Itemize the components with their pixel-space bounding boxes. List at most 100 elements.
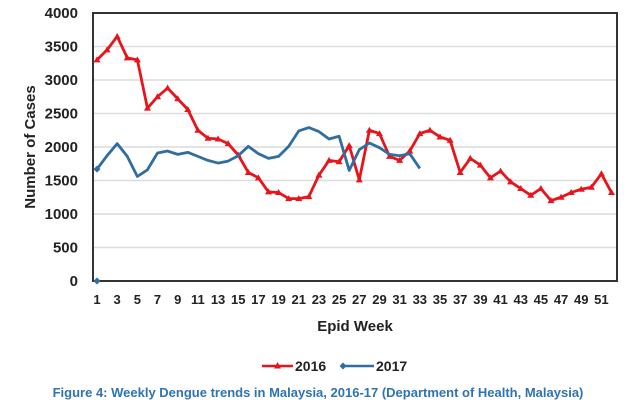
data-point-2016 [567, 189, 575, 196]
x-tick-label: 49 [574, 292, 588, 307]
data-point-2016 [204, 134, 212, 141]
data-point-2016 [375, 130, 383, 137]
data-point-2016 [426, 126, 434, 133]
y-tick-label: 1500 [45, 173, 78, 190]
data-point-2016 [295, 195, 303, 202]
x-tick-label: 37 [453, 292, 467, 307]
x-tick-label: 25 [332, 292, 346, 307]
data-point-2016 [214, 135, 222, 142]
x-tick-label: 19 [271, 292, 285, 307]
data-point-2016 [456, 168, 464, 175]
data-point-2017 [93, 165, 101, 173]
data-point-2016 [537, 185, 545, 192]
legend-label-2016: 2016 [295, 358, 326, 374]
data-point-2016 [103, 46, 111, 53]
y-axis-title: Number of Cases [22, 85, 39, 208]
y-tick-label: 4000 [45, 5, 78, 22]
figure-caption: Figure 4: Weekly Dengue trends in Malays… [52, 385, 584, 400]
data-point-2016 [265, 188, 272, 195]
x-tick-label: 13 [211, 292, 225, 307]
data-point-2016 [305, 193, 313, 200]
data-point-2016 [345, 142, 353, 149]
legend-marker-2017 [339, 362, 347, 370]
data-point-2016 [194, 126, 202, 133]
data-point-2016 [154, 93, 162, 100]
data-point-2016 [355, 176, 363, 183]
y-tick-label: 1000 [45, 206, 78, 223]
x-tick-label: 45 [534, 292, 548, 307]
x-tick-label: 41 [493, 292, 507, 307]
series-layer [93, 32, 615, 285]
data-point-2016 [143, 104, 151, 111]
data-point-2016 [396, 156, 404, 163]
data-point-2016 [587, 183, 595, 190]
data-point-2016 [275, 189, 283, 196]
y-tick-label: 2000 [45, 139, 78, 156]
data-point-2016 [184, 105, 192, 112]
data-point-2016 [254, 174, 262, 181]
series-line-2016 [96, 35, 613, 203]
series-2017 [93, 126, 421, 285]
legend-item-2017: 2017 [339, 358, 407, 374]
data-point-2016 [497, 167, 505, 174]
x-tick-label: 23 [312, 292, 326, 307]
y-axis-ticks: 0 500 1000 1500 2000 2500 3000 3500 4000 [45, 5, 78, 290]
x-tick-label: 7 [154, 292, 161, 307]
y-tick-label: 3500 [45, 39, 78, 56]
data-point-2016 [446, 136, 454, 143]
x-axis-title: Epid Week [317, 318, 393, 335]
data-point-2016 [244, 168, 252, 175]
y-tick-label: 3000 [45, 72, 78, 89]
plot-area-border [92, 12, 618, 282]
y-tick-label: 500 [53, 240, 78, 257]
legend-marker-2016 [274, 362, 281, 369]
data-point-2016 [527, 191, 535, 198]
x-tick-label: 51 [594, 292, 608, 307]
data-point-2016 [597, 170, 605, 177]
x-tick-label: 5 [134, 292, 141, 307]
x-tick-label: 15 [231, 292, 245, 307]
legend-item-2016: 2016 [262, 358, 326, 374]
data-point-2016 [285, 195, 293, 202]
data-point-2016 [476, 161, 484, 168]
data-point-2016 [315, 171, 323, 178]
x-tick-label: 47 [554, 292, 568, 307]
x-tick-label: 29 [372, 292, 386, 307]
data-point-2016 [608, 189, 615, 196]
x-tick-label: 27 [352, 292, 366, 307]
data-point-2016 [416, 130, 424, 137]
data-point-2016 [335, 158, 343, 165]
data-point-2016 [486, 174, 494, 181]
data-point-2016 [547, 197, 555, 204]
data-point-2017-zero [93, 277, 101, 285]
data-point-2016 [517, 185, 525, 192]
y-tick-label: 0 [70, 273, 78, 290]
x-tick-label: 43 [513, 292, 527, 307]
data-point-2016 [507, 178, 515, 185]
x-tick-label: 9 [174, 292, 181, 307]
series-line-2017 [95, 126, 421, 178]
legend-label-2017: 2017 [376, 358, 407, 374]
x-tick-label: 21 [292, 292, 306, 307]
y-tick-label: 2500 [45, 106, 78, 123]
data-point-2016 [436, 133, 444, 140]
x-tick-label: 3 [114, 292, 121, 307]
series-2016 [93, 32, 615, 204]
x-tick-label: 11 [191, 292, 205, 307]
data-point-2016 [406, 147, 414, 154]
x-tick-label: 33 [413, 292, 427, 307]
data-point-2016 [93, 56, 101, 63]
data-point-2016 [174, 95, 182, 102]
gridlines [93, 45, 617, 249]
data-point-2016 [466, 154, 474, 161]
data-point-2016 [123, 54, 131, 61]
data-point-2016 [557, 193, 565, 200]
data-point-2016 [133, 56, 141, 63]
data-point-2016 [224, 140, 232, 147]
x-tick-label: 39 [473, 292, 487, 307]
x-axis-ticks: 1 3 5 7 9 11 13 15 17 19 21 23 25 27 29 31 33 35 37 39 41 43 4… [93, 292, 608, 307]
data-point-2016 [365, 126, 373, 133]
x-tick-label: 17 [251, 292, 265, 307]
data-point-2016 [577, 185, 585, 192]
data-point-2016 [113, 32, 121, 39]
